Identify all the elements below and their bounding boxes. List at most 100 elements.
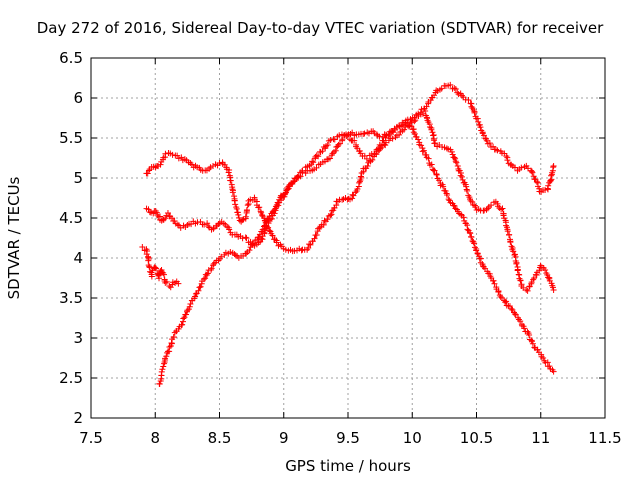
x-tick-label: 7.5	[79, 429, 103, 447]
data-point	[396, 131, 403, 138]
data-point	[468, 233, 475, 240]
data-point	[192, 293, 199, 300]
data-point	[488, 202, 495, 209]
y-axis-label: SDTVAR / TECUs	[5, 176, 23, 299]
data-point	[351, 137, 358, 144]
data-point	[438, 85, 445, 92]
data-point	[298, 247, 305, 254]
data-point	[152, 164, 159, 171]
data-point	[500, 212, 507, 219]
data-point	[233, 205, 240, 212]
data-point	[451, 202, 458, 209]
data-point	[499, 205, 506, 212]
data-point	[448, 148, 455, 155]
data-point	[181, 314, 188, 321]
data-point	[511, 311, 518, 318]
data-point	[260, 223, 267, 230]
data-point	[275, 202, 282, 209]
data-point	[243, 207, 250, 214]
data-point	[458, 173, 465, 180]
data-point	[169, 151, 176, 158]
data-point	[536, 267, 543, 274]
data-point	[408, 123, 415, 130]
data-point	[250, 240, 257, 247]
data-point	[161, 271, 168, 278]
data-point	[139, 244, 146, 250]
data-point	[262, 219, 269, 226]
data-point	[288, 180, 295, 187]
data-point	[339, 196, 346, 203]
data-point	[506, 232, 513, 239]
data-point	[183, 311, 190, 318]
data-point	[184, 307, 191, 314]
x-axis-label: GPS time / hours	[285, 457, 411, 475]
data-point	[158, 368, 165, 375]
data-point	[170, 334, 177, 341]
data-point	[530, 275, 537, 282]
data-point	[166, 282, 173, 289]
data-point	[159, 366, 166, 373]
data-point	[352, 189, 359, 196]
series-1	[143, 107, 557, 294]
data-point	[229, 189, 236, 196]
data-point	[503, 153, 510, 160]
data-point	[160, 363, 167, 370]
data-point	[246, 247, 253, 254]
x-tick-label: 9	[279, 429, 289, 447]
data-point	[470, 238, 477, 245]
data-point	[313, 152, 320, 159]
data-point	[269, 232, 276, 239]
data-point	[227, 177, 234, 184]
data-point	[467, 230, 474, 237]
data-point	[239, 217, 246, 224]
data-point	[506, 303, 513, 310]
data-point	[369, 156, 376, 163]
data-point	[208, 265, 215, 272]
data-point	[324, 216, 331, 223]
data-point	[503, 298, 510, 305]
data-point	[524, 287, 531, 294]
data-point	[468, 103, 475, 110]
data-point	[344, 132, 351, 139]
data-point	[548, 172, 555, 179]
data-point	[371, 150, 378, 157]
data-point	[520, 284, 527, 291]
data-points	[139, 81, 557, 388]
data-point	[442, 187, 449, 194]
data-point	[542, 267, 549, 274]
data-point	[143, 251, 150, 258]
data-point	[163, 278, 170, 285]
data-point	[265, 215, 272, 222]
x-tick-label: 10.5	[460, 429, 493, 447]
x-tick-label: 9.5	[336, 429, 360, 447]
data-point	[166, 343, 173, 350]
data-point	[174, 221, 181, 228]
x-tick-label: 11.5	[588, 429, 621, 447]
y-tick-label: 2.5	[59, 369, 83, 387]
data-point	[196, 284, 203, 291]
data-point	[415, 110, 422, 117]
data-point	[192, 290, 199, 297]
data-point	[305, 244, 312, 251]
data-point	[360, 131, 367, 138]
data-point	[451, 154, 458, 161]
data-point	[144, 170, 151, 177]
data-point	[376, 141, 383, 148]
data-point	[432, 140, 439, 147]
data-point	[497, 293, 504, 300]
data-point	[357, 173, 364, 180]
data-point	[321, 217, 328, 224]
data-point	[419, 148, 426, 155]
data-point	[164, 209, 171, 216]
data-point	[521, 325, 528, 332]
data-point	[517, 277, 524, 284]
data-point	[433, 87, 440, 94]
data-point	[163, 353, 170, 360]
data-point	[420, 147, 427, 154]
data-point	[326, 155, 333, 162]
data-point	[335, 141, 342, 148]
data-point	[477, 124, 484, 131]
data-point	[160, 216, 167, 223]
data-point	[179, 321, 186, 328]
